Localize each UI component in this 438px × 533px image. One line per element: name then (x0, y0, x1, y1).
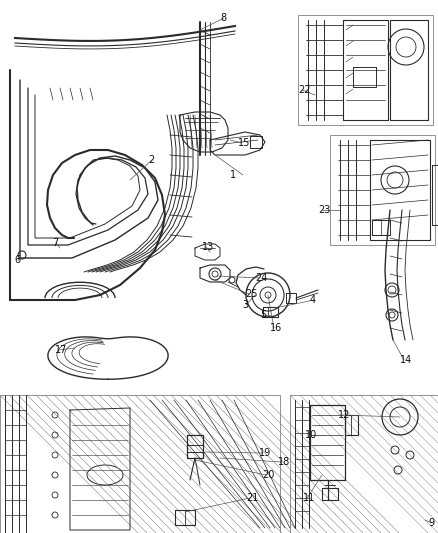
Text: 13: 13 (202, 242, 214, 252)
Text: 21: 21 (246, 493, 258, 503)
Text: 4: 4 (310, 295, 316, 305)
Text: 22: 22 (298, 85, 311, 95)
Text: 5: 5 (260, 310, 266, 320)
Text: 1: 1 (230, 170, 236, 180)
Text: 24: 24 (255, 273, 267, 283)
Text: 15: 15 (238, 138, 251, 148)
Text: 2: 2 (148, 155, 154, 165)
Text: 6: 6 (14, 255, 20, 265)
Text: 12: 12 (338, 410, 350, 420)
FancyBboxPatch shape (0, 395, 280, 533)
FancyBboxPatch shape (330, 135, 435, 245)
Text: 23: 23 (318, 205, 330, 215)
Text: 7: 7 (52, 238, 58, 248)
Text: 20: 20 (262, 470, 274, 480)
Text: 19: 19 (259, 448, 271, 458)
Text: 17: 17 (55, 345, 67, 355)
Text: 11: 11 (303, 493, 315, 503)
Text: 25: 25 (245, 289, 258, 299)
Text: 16: 16 (270, 323, 282, 333)
Text: 9: 9 (428, 518, 434, 528)
Text: 14: 14 (400, 355, 412, 365)
Text: 18: 18 (278, 457, 290, 467)
Text: 3: 3 (242, 300, 248, 310)
FancyBboxPatch shape (290, 395, 438, 533)
FancyBboxPatch shape (298, 15, 433, 125)
Text: 10: 10 (305, 430, 317, 440)
Text: 8: 8 (220, 13, 226, 23)
